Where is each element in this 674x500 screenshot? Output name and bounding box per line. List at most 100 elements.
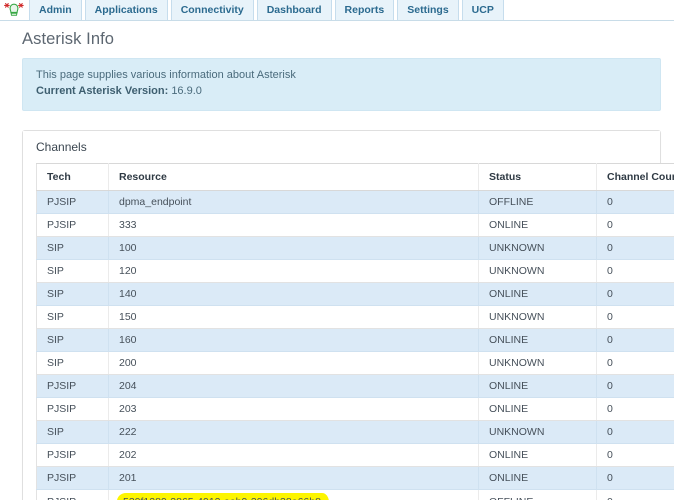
cell-status: UNKNOWN xyxy=(478,350,597,375)
nav-tab-admin[interactable]: Admin xyxy=(29,0,82,20)
column-header-channel-count[interactable]: Channel Count xyxy=(596,162,674,191)
cell-resource: 100 xyxy=(108,235,479,260)
cell-resource: 140 xyxy=(108,281,479,306)
table-row[interactable]: SIP 140 ONLINE 0 xyxy=(36,281,674,306)
table-row[interactable]: PJSIP dpma_endpoint OFFLINE 0 xyxy=(36,189,674,214)
cell-channel-count: 0 xyxy=(596,465,674,490)
table-row[interactable]: PJSIP 204 ONLINE 0 xyxy=(36,373,674,398)
column-header-tech[interactable]: Tech xyxy=(36,162,109,191)
nav-tab-label: Applications xyxy=(94,3,158,16)
cell-channel-count: 0 xyxy=(596,304,674,329)
cell-tech: SIP xyxy=(36,281,109,306)
cell-channel-count: 0 xyxy=(596,350,674,375)
resource-value: 530f1289-3865-4912-aab9-396db38a66b8 xyxy=(123,496,321,500)
asterisk-info-alert: This page supplies various information a… xyxy=(22,58,661,111)
cell-resource: 333 xyxy=(108,212,479,237)
cell-resource: dpma_endpoint xyxy=(108,189,479,214)
cell-status: ONLINE xyxy=(478,396,597,421)
cell-resource: 204 xyxy=(108,373,479,398)
nav-tab-label: UCP xyxy=(471,3,494,16)
cell-resource: 200 xyxy=(108,350,479,375)
table-row[interactable]: SIP 100 UNKNOWN 0 xyxy=(36,235,674,260)
table-row[interactable]: PJSIP 333 ONLINE 0 xyxy=(36,212,674,237)
cell-channel-count: 0 xyxy=(596,373,674,398)
nav-tab-reports[interactable]: Reports xyxy=(334,0,395,20)
nav-tab-ucp[interactable]: UCP xyxy=(461,0,504,20)
cell-status: UNKNOWN xyxy=(478,235,597,260)
cell-resource: 222 xyxy=(108,419,479,444)
page-title: Asterisk Info xyxy=(22,30,115,48)
cell-channel-count: 0 xyxy=(596,442,674,467)
cell-channel-count: 0 xyxy=(596,419,674,444)
cell-tech: SIP xyxy=(36,350,109,375)
cell-tech: PJSIP xyxy=(36,212,109,237)
cell-tech: SIP xyxy=(36,258,109,283)
table-row[interactable]: SIP 160 ONLINE 0 xyxy=(36,327,674,352)
channels-panel: Channels Tech Resource Status xyxy=(22,129,674,500)
table-row[interactable]: SIP 200 UNKNOWN 0 xyxy=(36,350,674,375)
main-nav-tabs: Admin Applications Connectivity Dashboar… xyxy=(26,0,504,20)
cell-tech: SIP xyxy=(36,304,109,329)
marker-highlight: 530f1289-3865-4912-aab9-396db38a66b8 xyxy=(117,492,329,500)
cell-status: UNKNOWN xyxy=(478,258,597,283)
cell-tech: SIP xyxy=(36,419,109,444)
freepbx-logo[interactable] xyxy=(0,0,26,20)
cell-resource: 120 xyxy=(108,258,479,283)
top-navbar: Admin Applications Connectivity Dashboar… xyxy=(0,0,674,21)
table-row[interactable]: SIP 150 UNKNOWN 0 xyxy=(36,304,674,329)
cell-tech: PJSIP xyxy=(36,465,109,490)
cell-tech: PJSIP xyxy=(36,396,109,421)
alert-description: This page supplies various information a… xyxy=(36,69,296,81)
nav-tab-settings[interactable]: Settings xyxy=(397,0,459,20)
cell-resource: 530f1289-3865-4912-aab9-396db38a66b8 xyxy=(108,488,479,500)
cell-channel-count: 0 xyxy=(596,327,674,352)
nav-tab-label: Reports xyxy=(344,3,385,16)
cell-resource: 202 xyxy=(108,442,479,467)
cell-tech: SIP xyxy=(36,235,109,260)
cell-channel-count: 0 xyxy=(596,212,674,237)
table-row[interactable]: PJSIP 530f1289-3865-4912-aab9-396db38a66b… xyxy=(36,488,674,500)
channels-table: Tech Resource Status Channel Count PJSIP… xyxy=(36,162,674,500)
channels-table-head: Tech Resource Status Channel Count xyxy=(36,162,674,191)
cell-channel-count: 0 xyxy=(596,235,674,260)
channels-panel-body: Tech Resource Status Channel Count PJSIP… xyxy=(23,162,674,500)
navbar-filler xyxy=(504,0,674,20)
cell-channel-count: 0 xyxy=(596,396,674,421)
nav-tab-label: Settings xyxy=(407,3,449,16)
nav-tab-label: Admin xyxy=(39,3,72,16)
cell-status: OFFLINE xyxy=(478,189,597,214)
cell-resource: 160 xyxy=(108,327,479,352)
cell-resource: 201 xyxy=(108,465,479,490)
cell-status: ONLINE xyxy=(478,281,597,306)
nav-tab-label: Dashboard xyxy=(266,3,322,16)
table-row[interactable]: PJSIP 201 ONLINE 0 xyxy=(36,465,674,490)
cell-status: UNKNOWN xyxy=(478,304,597,329)
cell-status: ONLINE xyxy=(478,327,597,352)
asterisk-version-label: Current Asterisk Version: xyxy=(36,84,169,97)
cell-tech: PJSIP xyxy=(36,189,109,214)
column-header-status[interactable]: Status xyxy=(478,162,597,191)
table-row[interactable]: PJSIP 203 ONLINE 0 xyxy=(36,396,674,421)
cell-channel-count: 0 xyxy=(596,258,674,283)
freepbx-logo-icon xyxy=(4,3,24,16)
table-row[interactable]: SIP 120 UNKNOWN 0 xyxy=(36,258,674,283)
table-row[interactable]: SIP 222 UNKNOWN 0 xyxy=(36,419,674,444)
cell-tech: PJSIP xyxy=(36,488,109,500)
table-row[interactable]: PJSIP 202 ONLINE 0 xyxy=(36,442,674,467)
asterisk-version-value: 16.9.0 xyxy=(171,84,202,97)
nav-tab-applications[interactable]: Applications xyxy=(84,0,168,20)
cell-status: ONLINE xyxy=(478,465,597,490)
channels-table-body: PJSIP dpma_endpoint OFFLINE 0 PJSIP 333 ONLINE… xyxy=(36,189,674,500)
cell-channel-count: 0 xyxy=(596,281,674,306)
cell-status: ONLINE xyxy=(478,442,597,467)
alert-version-line: Current Asterisk Version: 16.9.0 xyxy=(36,84,648,100)
cell-resource: 203 xyxy=(108,396,479,421)
nav-tab-label: Connectivity xyxy=(180,3,244,16)
cell-resource: 150 xyxy=(108,304,479,329)
cell-channel-count: 0 xyxy=(596,488,674,500)
nav-tab-connectivity[interactable]: Connectivity xyxy=(170,0,254,20)
column-header-resource[interactable]: Resource xyxy=(108,162,479,191)
nav-tab-dashboard[interactable]: Dashboard xyxy=(256,0,332,20)
cell-tech: SIP xyxy=(36,327,109,352)
cell-status: ONLINE xyxy=(478,373,597,398)
